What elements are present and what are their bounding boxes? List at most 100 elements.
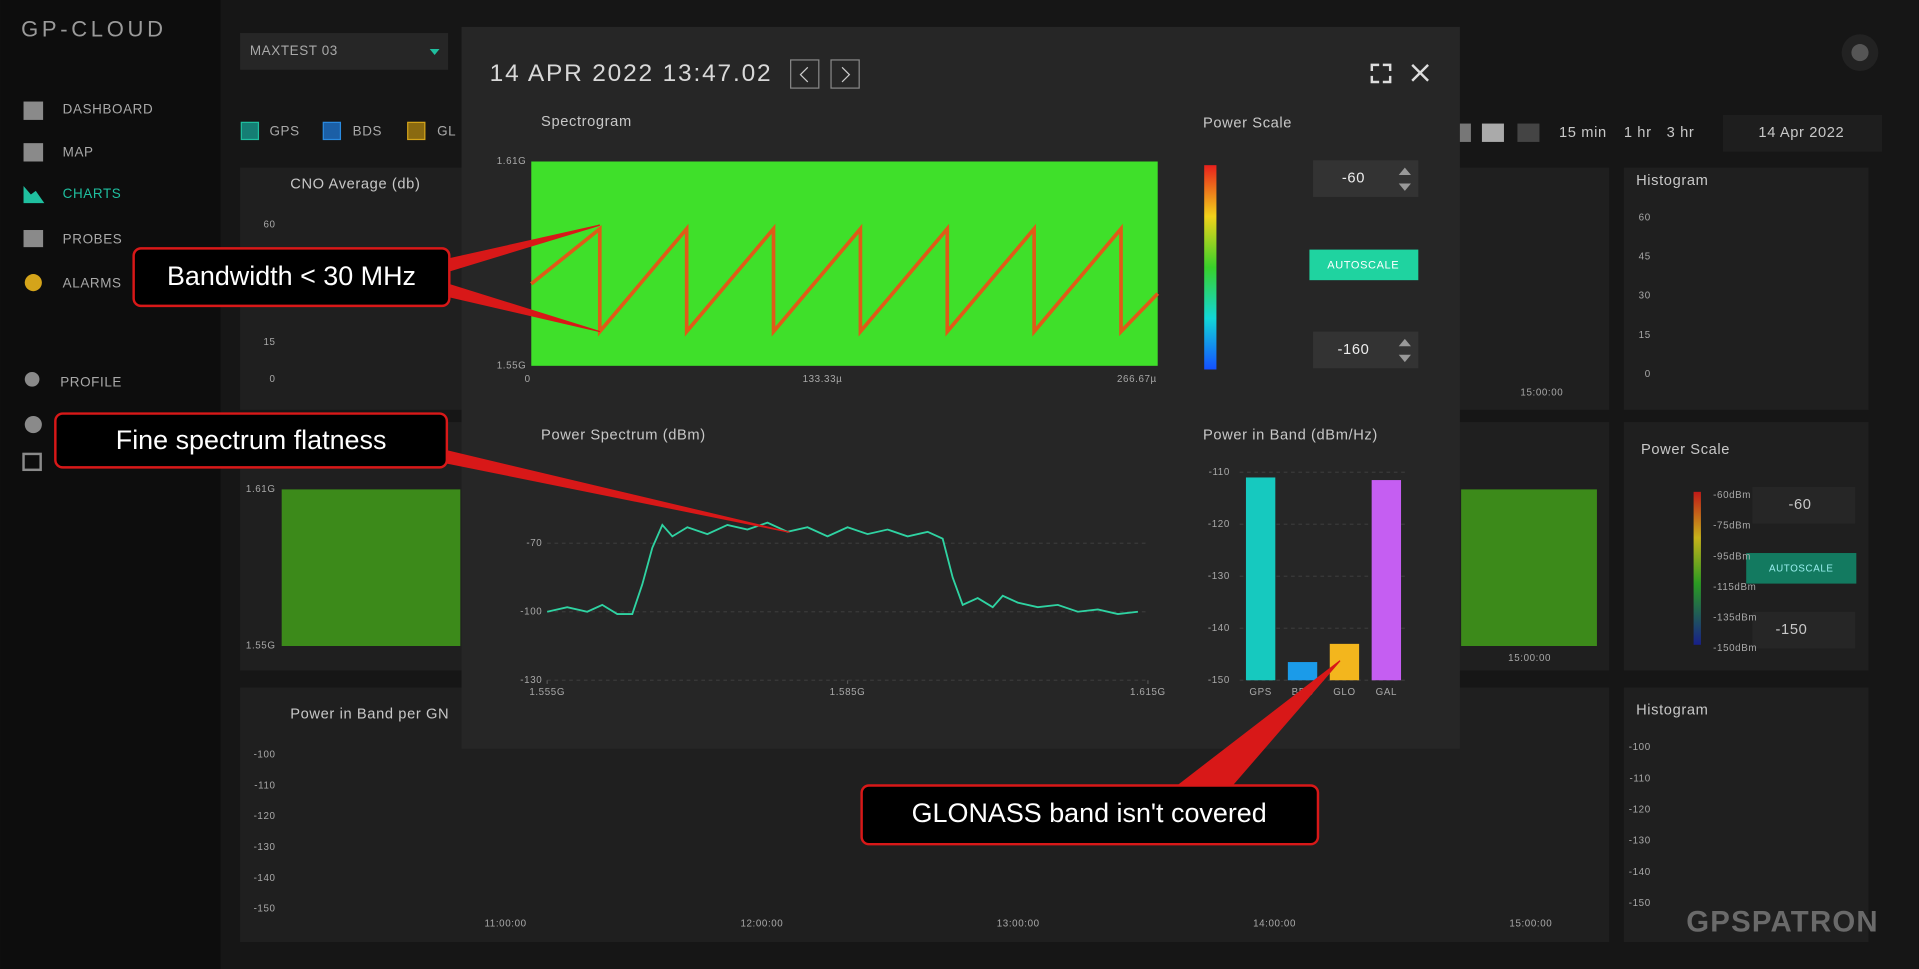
menu-item[interactable]: PROBES: [63, 231, 123, 246]
x-tick-label: 1.555G: [529, 687, 565, 698]
y-tick-label: 0: [270, 374, 276, 385]
icon: [24, 371, 40, 387]
input-value: -60: [1789, 497, 1812, 513]
spectrogram-image: [531, 161, 1158, 366]
icon: [841, 66, 851, 83]
x-tick-label: 133.33µ: [803, 374, 843, 385]
system-chip[interactable]: [240, 121, 260, 141]
next-button[interactable]: [830, 59, 860, 89]
y-tick-label: -150: [1208, 675, 1230, 686]
spectrogram-trace: [530, 223, 1160, 337]
button-label: AUTOSCALE: [1327, 259, 1399, 271]
menu-icons: [22, 101, 45, 472]
callout-text: Bandwidth < 30 MHz: [167, 261, 416, 291]
modal-title: 14 APR 2022 13:47.02: [490, 60, 773, 87]
y-tick-label: -95dBm: [1713, 551, 1751, 562]
prev-button[interactable]: [790, 59, 820, 89]
chart-title: Power Scale: [1203, 115, 1292, 131]
input[interactable]: [1313, 331, 1419, 369]
system-chip[interactable]: [407, 121, 426, 141]
y-tick-label: -140: [254, 873, 276, 884]
chart-title: Power Spectrum (dBm): [541, 427, 706, 443]
y-tick-label: -110: [1209, 467, 1230, 478]
range-option[interactable]: 3 hr: [1667, 125, 1695, 141]
menu-item[interactable]: PROFILE: [60, 374, 122, 389]
panel-title: Power Scale: [1641, 442, 1730, 458]
icon: [23, 143, 44, 162]
layout-icons: [1456, 123, 1540, 142]
input[interactable]: [1752, 486, 1856, 524]
icon[interactable]: [1517, 123, 1540, 142]
y-tick-label: -135dBm: [1713, 612, 1757, 623]
y-tick-label: 15: [1639, 330, 1651, 341]
y-tick-label: -110: [1629, 773, 1650, 784]
logo: GP-CLOUD: [21, 16, 167, 41]
y-tick-label: 15: [263, 337, 275, 348]
y-tick-label: -130: [1629, 836, 1651, 847]
y-tick-label: -130: [520, 675, 542, 686]
x-tick-label: 15:00:00: [1509, 918, 1552, 929]
date: 14 Apr 2022: [1758, 125, 1844, 141]
date-picker[interactable]: [1722, 115, 1883, 152]
chart-title: Power in Band (dBm/Hz): [1203, 427, 1378, 443]
input-value: -60: [1342, 171, 1365, 187]
y-tick-label: -150: [254, 904, 276, 915]
x-tick-label: GPS: [1249, 687, 1271, 698]
fullscreen-button[interactable]: [1370, 63, 1392, 84]
system-chip[interactable]: [322, 121, 342, 141]
icon: [23, 185, 45, 204]
input-value: -150: [1776, 622, 1808, 638]
range-option[interactable]: 1 hr: [1624, 125, 1652, 141]
watermark: GPSPATRON: [1686, 905, 1879, 938]
panel-title: Histogram: [1636, 703, 1708, 719]
y-tick-label: 60: [1639, 212, 1651, 223]
autoscale-button[interactable]: [1309, 249, 1419, 281]
icon: [24, 415, 42, 434]
icon[interactable]: [1481, 123, 1504, 142]
annotations: Bandwidth < 30 MHz Fine spectrum flatnes…: [54, 224, 1341, 846]
x-tick-label: 11:00:00: [484, 918, 526, 929]
y-tick-label: -150dBm: [1713, 643, 1757, 654]
callout-text: Fine spectrum flatness: [116, 425, 387, 455]
spectrum-line: [546, 521, 1139, 615]
y-tick-label: -70: [526, 538, 542, 549]
input[interactable]: [1313, 160, 1419, 197]
bar: [1287, 662, 1318, 681]
autoscale-button[interactable]: [1746, 553, 1857, 584]
input[interactable]: [1752, 611, 1856, 649]
close-button[interactable]: [1411, 63, 1429, 82]
dropdown-arrow: [429, 48, 440, 56]
settings-icon: [1851, 44, 1869, 62]
button-label: AUTOSCALE: [1769, 563, 1833, 574]
y-tick-label: -120: [1629, 805, 1651, 816]
x-tick-label: 1.615G: [1130, 687, 1166, 698]
input-value: -160: [1338, 342, 1370, 358]
menu-item[interactable]: DASHBOARD: [63, 102, 154, 117]
x-tick-label: 0: [525, 374, 531, 385]
modal: [461, 26, 1460, 749]
system-label: GL: [437, 124, 456, 139]
y-tick-label: -100: [254, 749, 276, 760]
y-tick-label: -130: [254, 842, 276, 853]
device-select[interactable]: [240, 33, 449, 70]
menu-item[interactable]: ALARMS: [63, 275, 122, 290]
y-tick-label: 0: [1645, 369, 1651, 380]
range-option[interactable]: 15 min: [1559, 125, 1607, 141]
x-tick-label: 13:00:00: [997, 918, 1040, 929]
menu-item[interactable]: MAP: [63, 144, 94, 159]
panel: [1623, 687, 1869, 943]
y-tick-label: 45: [1639, 252, 1651, 263]
menu-item[interactable]: CHARTS: [63, 186, 122, 201]
icon: [22, 452, 42, 472]
y-tick-label: -110: [254, 780, 275, 791]
y-tick-label: 1.61G: [246, 484, 276, 495]
panel-title: Histogram: [1636, 173, 1708, 189]
x-tick-label: GAL: [1376, 687, 1397, 698]
callout-box: [860, 784, 1320, 846]
y-tick-label: -130: [1208, 571, 1230, 582]
bar: [1245, 477, 1276, 681]
bar: [1329, 643, 1360, 681]
y-tick-label: -75dBm: [1713, 521, 1751, 532]
